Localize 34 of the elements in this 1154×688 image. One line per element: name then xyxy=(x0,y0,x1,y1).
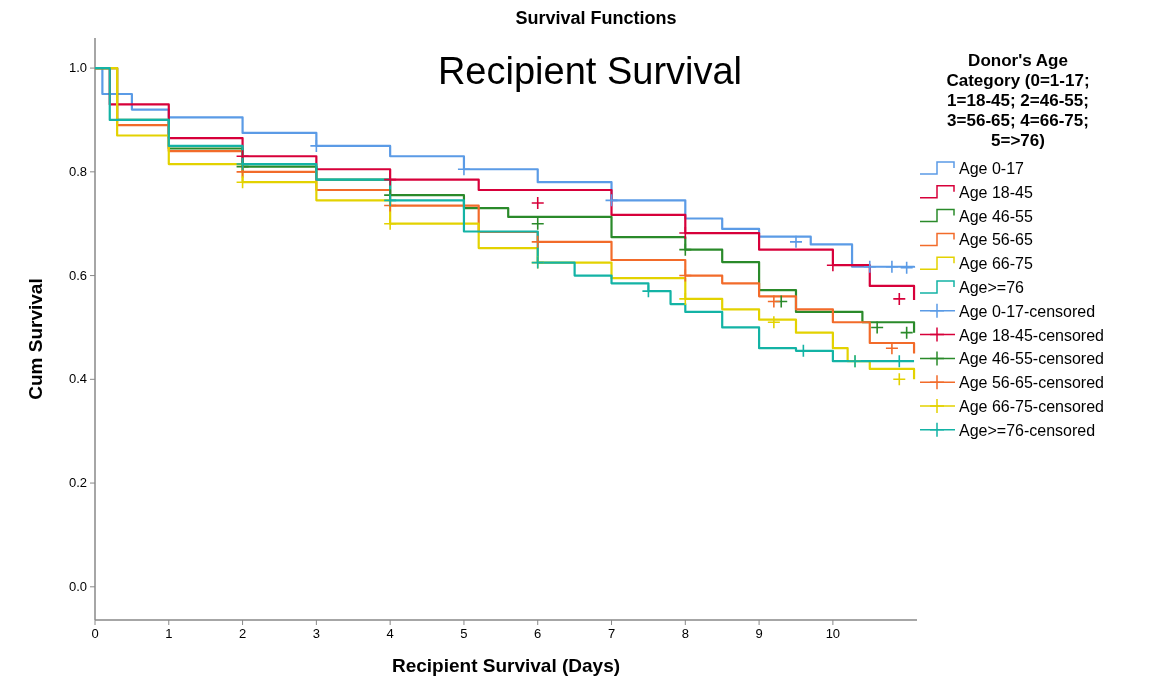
x-tick-label: 7 xyxy=(607,626,616,641)
x-tick-label: 1 xyxy=(165,626,173,641)
y-tick-label: 0.8 xyxy=(68,163,87,179)
y-tick-label: 0.6 xyxy=(68,267,87,283)
legend-label: Age>=76-censored xyxy=(959,421,1096,439)
legend-label: Age 0-17 xyxy=(959,160,1025,177)
x-tick-label: 9 xyxy=(755,626,763,641)
legend-title: Donor's Age Category (0=1-17; 1=18-45; 2=46-55; 3=56-65; 4=66-75; 5=>76) xyxy=(946,51,1090,150)
legend-label: Age 0-17-censored xyxy=(959,302,1096,320)
legend-label: Age 56-65-censored xyxy=(959,374,1104,392)
x-tick-label: 4 xyxy=(386,626,394,641)
chart-subtitle: Recipient Survival xyxy=(437,50,743,92)
x-axis-title: Recipient Survival (Days) xyxy=(391,655,621,676)
x-tick-label: 10 xyxy=(825,626,841,641)
y-tick-label: 0.0 xyxy=(68,578,87,594)
y-tick-label: 0.2 xyxy=(68,475,87,491)
legend-label: Age 46-55 xyxy=(959,207,1033,225)
legend-label: Age 66-75-censored xyxy=(959,398,1104,415)
x-tick-label: 8 xyxy=(681,626,689,641)
x-tick-label: 5 xyxy=(460,626,468,641)
legend-label: Age 18-45-censored xyxy=(959,326,1104,344)
y-tick-label: 0.4 xyxy=(68,371,87,387)
legend-label: Age 18-45 xyxy=(959,183,1033,201)
x-tick-label: 2 xyxy=(238,626,247,641)
chart-title: Survival Functions xyxy=(515,8,677,28)
x-tick-label: 0 xyxy=(91,626,99,641)
y-axis-title: Cum Survival xyxy=(25,278,46,400)
y-tick-label: 1.0 xyxy=(68,60,87,76)
legend-label: Age 66-75 xyxy=(959,255,1033,273)
legend-label: Age 46-55-censored xyxy=(959,350,1104,368)
x-tick-label: 6 xyxy=(534,626,542,641)
legend-label: Age 56-65 xyxy=(959,231,1033,249)
legend-label: Age>=76 xyxy=(959,279,1025,296)
x-tick-label: 3 xyxy=(312,626,320,641)
